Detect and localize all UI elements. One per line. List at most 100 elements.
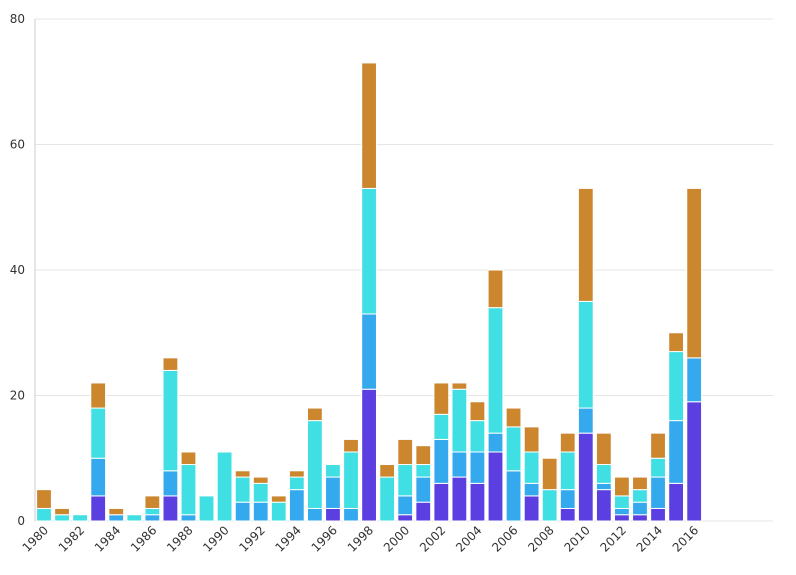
bar-2004-series-2[interactable] <box>469 451 486 484</box>
bar-2005-series-4[interactable] <box>487 269 504 309</box>
bar-2016-series-2[interactable] <box>686 357 703 403</box>
bar-2004-series-4[interactable] <box>469 401 486 422</box>
bar-1987-series-4[interactable] <box>162 357 179 371</box>
bar-2005-series-3[interactable] <box>487 307 504 434</box>
bar-2003-series-1[interactable] <box>451 476 468 522</box>
bar-1983-series-3[interactable] <box>90 407 107 459</box>
bar-2005-series-2[interactable] <box>487 432 504 453</box>
bar-2011-series-4[interactable] <box>595 432 612 466</box>
bar-2001-series-2[interactable] <box>415 476 432 503</box>
bar-1987-series-3[interactable] <box>162 369 179 472</box>
bar-2013-series-2[interactable] <box>632 501 648 516</box>
bar-2002-series-4[interactable] <box>433 382 450 415</box>
bar-1994-series-2[interactable] <box>288 489 305 522</box>
bar-2009-series-2[interactable] <box>559 489 576 509</box>
bar-2000-series-2[interactable] <box>397 495 414 516</box>
bar-2004-series-1[interactable] <box>469 482 486 522</box>
bar-2010-series-4[interactable] <box>577 187 594 302</box>
bar-1995-series-2[interactable] <box>307 507 323 522</box>
bar-2012-series-1[interactable] <box>614 514 630 522</box>
bar-1985-series-3[interactable] <box>126 514 143 522</box>
bar-1997-series-2[interactable] <box>343 507 359 522</box>
bar-2015-series-1[interactable] <box>668 482 685 522</box>
bar-2008-series-3[interactable] <box>541 489 558 522</box>
bar-1992-series-2[interactable] <box>252 501 269 522</box>
bar-2003-series-4[interactable] <box>451 382 468 390</box>
bar-1994-series-4[interactable] <box>288 470 305 478</box>
bar-2007-series-3[interactable] <box>523 451 540 484</box>
bar-2000-series-1[interactable] <box>397 514 414 522</box>
bar-1981-series-4[interactable] <box>54 507 70 516</box>
bar-2002-series-3[interactable] <box>433 413 450 440</box>
bar-1993-series-4[interactable] <box>270 495 287 503</box>
bar-1995-series-3[interactable] <box>307 420 323 509</box>
bar-1991-series-2[interactable] <box>234 501 251 522</box>
bar-1996-series-3[interactable] <box>325 464 341 478</box>
bar-1980-series-3[interactable] <box>36 507 52 522</box>
bar-1990-series-3[interactable] <box>216 451 233 522</box>
bar-2010-series-2[interactable] <box>577 407 594 434</box>
bar-2010-series-1[interactable] <box>577 432 594 522</box>
bar-1981-series-3[interactable] <box>54 514 70 522</box>
bar-2002-series-1[interactable] <box>433 482 450 522</box>
bar-2011-series-3[interactable] <box>595 464 612 484</box>
bar-1992-series-4[interactable] <box>252 476 269 484</box>
bar-2005-series-1[interactable] <box>487 451 504 522</box>
bar-1998-series-1[interactable] <box>361 388 377 522</box>
bar-1992-series-3[interactable] <box>252 482 269 503</box>
bar-2013-series-1[interactable] <box>632 514 648 522</box>
bar-1986-series-4[interactable] <box>144 495 161 509</box>
bar-2003-series-3[interactable] <box>451 388 468 453</box>
bar-2016-series-4[interactable] <box>686 187 703 359</box>
bar-1997-series-3[interactable] <box>343 451 359 509</box>
bar-1989-series-3[interactable] <box>198 495 215 522</box>
bar-2012-series-4[interactable] <box>614 476 630 497</box>
bar-2006-series-3[interactable] <box>505 426 522 472</box>
bar-2008-series-4[interactable] <box>541 457 558 491</box>
bar-1988-series-4[interactable] <box>180 451 197 466</box>
bar-1994-series-3[interactable] <box>288 476 305 491</box>
bar-2011-series-2[interactable] <box>595 482 612 491</box>
bar-1997-series-4[interactable] <box>343 438 359 453</box>
bar-2010-series-3[interactable] <box>577 300 594 409</box>
bar-2000-series-4[interactable] <box>397 438 414 466</box>
bar-2001-series-4[interactable] <box>415 445 432 466</box>
bar-1993-series-3[interactable] <box>270 501 287 522</box>
bar-2002-series-2[interactable] <box>433 438 450 484</box>
bar-1986-series-2[interactable] <box>144 514 161 522</box>
bar-1998-series-2[interactable] <box>361 313 377 390</box>
bar-2007-series-1[interactable] <box>523 495 540 522</box>
bar-2001-series-1[interactable] <box>415 501 432 522</box>
bar-1991-series-3[interactable] <box>234 476 251 503</box>
bar-1987-series-2[interactable] <box>162 470 179 497</box>
bar-1996-series-1[interactable] <box>325 507 341 522</box>
bar-1991-series-4[interactable] <box>234 470 251 478</box>
bar-2012-series-2[interactable] <box>614 507 630 516</box>
bar-2007-series-4[interactable] <box>523 426 540 453</box>
bar-2015-series-2[interactable] <box>668 420 685 484</box>
bar-1980-series-4[interactable] <box>36 489 52 509</box>
bar-2006-series-2[interactable] <box>505 470 522 522</box>
bar-2007-series-2[interactable] <box>523 482 540 497</box>
bar-1999-series-4[interactable] <box>379 464 396 478</box>
bar-1988-series-3[interactable] <box>180 464 197 516</box>
bar-1988-series-2[interactable] <box>180 514 197 522</box>
bar-2014-series-2[interactable] <box>650 476 666 509</box>
bar-2011-series-1[interactable] <box>595 489 612 522</box>
bar-2000-series-3[interactable] <box>397 464 414 497</box>
bar-1986-series-3[interactable] <box>144 507 161 516</box>
bar-2001-series-3[interactable] <box>415 464 432 478</box>
bar-2015-series-4[interactable] <box>668 332 685 353</box>
bar-2009-series-4[interactable] <box>559 432 576 453</box>
bar-1998-series-4[interactable] <box>361 62 377 189</box>
bar-1982-series-3[interactable] <box>72 514 89 522</box>
bar-2014-series-3[interactable] <box>650 457 666 478</box>
bar-1983-series-4[interactable] <box>90 382 107 409</box>
bar-2009-series-1[interactable] <box>559 507 576 522</box>
bar-2009-series-3[interactable] <box>559 451 576 491</box>
bar-2006-series-4[interactable] <box>505 407 522 428</box>
bar-2014-series-1[interactable] <box>650 507 666 522</box>
bar-2012-series-3[interactable] <box>614 495 630 509</box>
bar-1998-series-3[interactable] <box>361 187 377 315</box>
bar-2016-series-1[interactable] <box>686 401 703 522</box>
